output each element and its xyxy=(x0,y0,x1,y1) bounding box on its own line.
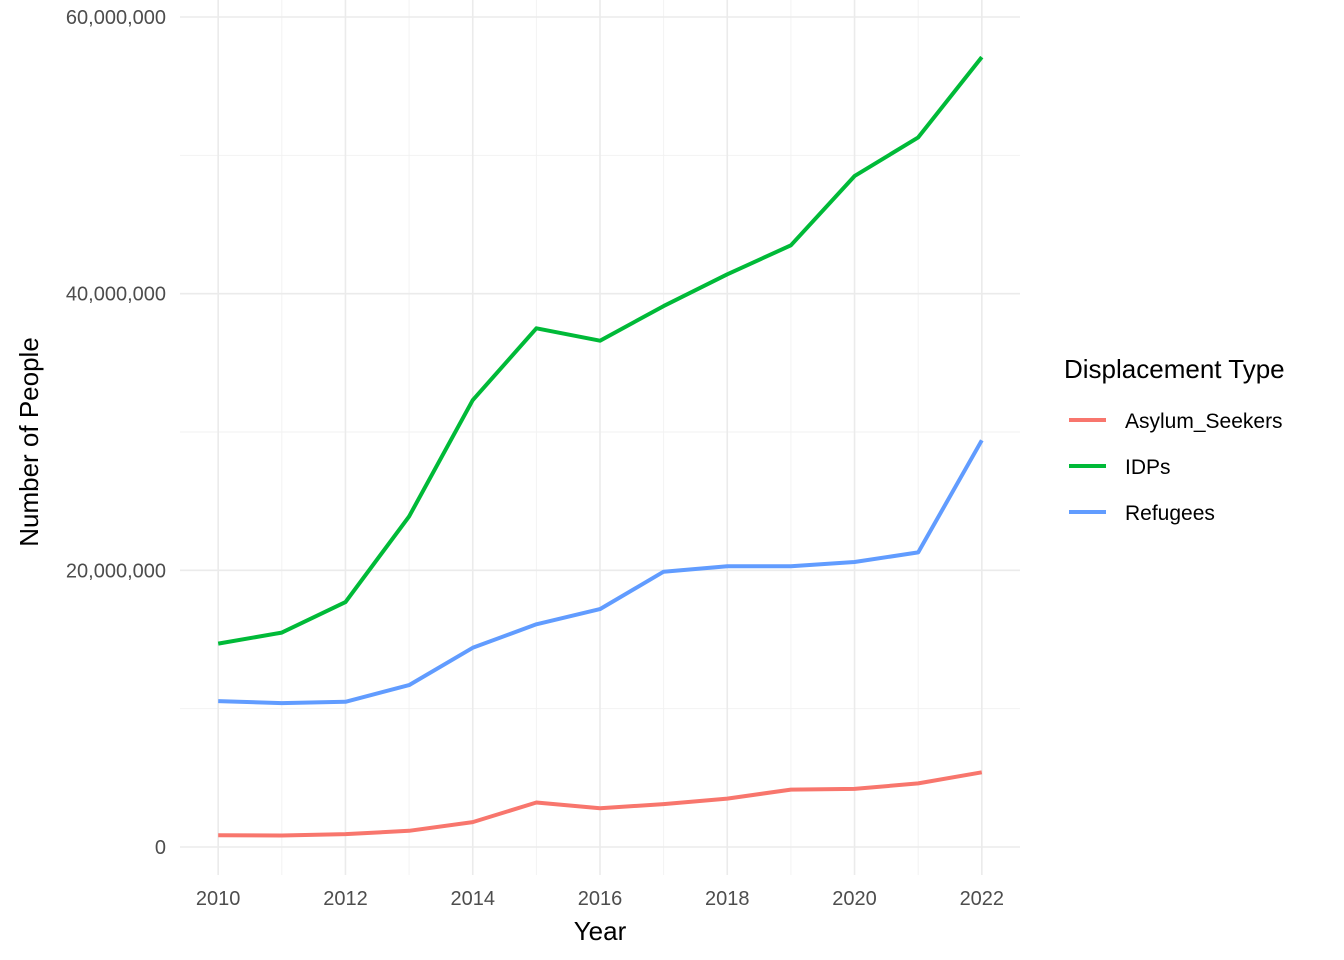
series-line-idps xyxy=(217,55,984,646)
x-tick-label: 2012 xyxy=(323,888,368,910)
legend-label: IDPs xyxy=(1125,456,1171,479)
y-tick-label: 60,000,000 xyxy=(66,7,166,29)
x-tick-label: 2010 xyxy=(196,888,241,910)
x-axis-ticks: 2010 2012 2014 2016 2018 2020 2022 xyxy=(196,888,1004,910)
y-axis-title: Number of People xyxy=(14,337,44,547)
series-line-asylum-seekers xyxy=(218,770,983,838)
legend: Displacement Type Asylum_Seekers IDPs Refu… xyxy=(1064,354,1285,525)
series-lines xyxy=(217,55,984,838)
y-axis-ticks: 0 20,000,000 40,000,000 60,000,000 xyxy=(66,7,166,859)
x-tick-label: 2014 xyxy=(450,888,495,910)
y-tick-label: 20,000,000 xyxy=(66,560,166,582)
x-tick-label: 2016 xyxy=(578,888,623,910)
legend-title: Displacement Type xyxy=(1064,354,1285,384)
x-tick-label: 2020 xyxy=(832,888,877,910)
y-tick-label: 0 xyxy=(155,837,166,859)
legend-label: Refugees xyxy=(1125,502,1215,525)
x-axis-title: Year xyxy=(574,916,627,946)
legend-label: Asylum_Seekers xyxy=(1125,410,1283,433)
series-line-refugees xyxy=(218,439,984,706)
y-tick-label: 40,000,000 xyxy=(66,284,166,306)
x-tick-label: 2018 xyxy=(705,888,750,910)
grid xyxy=(180,0,1020,875)
x-tick-label: 2022 xyxy=(960,888,1005,910)
